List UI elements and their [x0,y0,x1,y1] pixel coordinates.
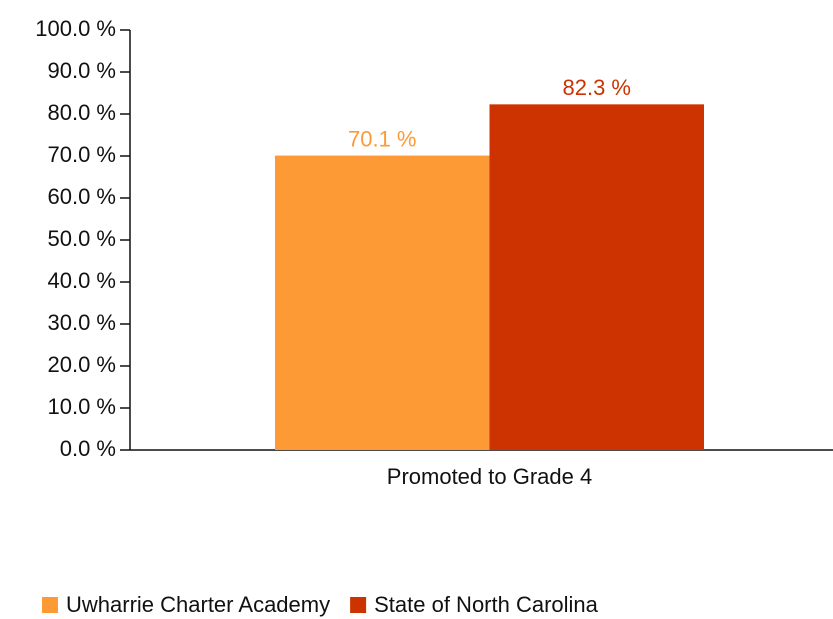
y-tick-label: 30.0 % [48,310,117,335]
y-tick-label: 60.0 % [48,184,117,209]
y-tick-label: 90.0 % [48,58,117,83]
y-tick-label: 0.0 % [60,436,116,461]
bar [275,155,490,450]
y-tick-label: 40.0 % [48,268,117,293]
y-tick-label: 20.0 % [48,352,117,377]
y-tick-label: 70.0 % [48,142,117,167]
legend-swatch [350,597,367,613]
bar [489,104,704,450]
value-label: 82.3 % [563,75,632,100]
x-tick-label: Promoted to Grade 4 [387,464,592,489]
y-tick-label: 80.0 % [48,100,117,125]
y-tick-label: 50.0 % [48,226,117,251]
y-tick-label: 100.0 % [35,16,116,41]
legend-label: State of North Carolina [374,592,599,617]
value-label: 70.1 % [348,126,417,151]
legend-label: Uwharrie Charter Academy [66,592,330,617]
legend-swatch [42,597,58,613]
y-tick-label: 10.0 % [48,394,117,419]
